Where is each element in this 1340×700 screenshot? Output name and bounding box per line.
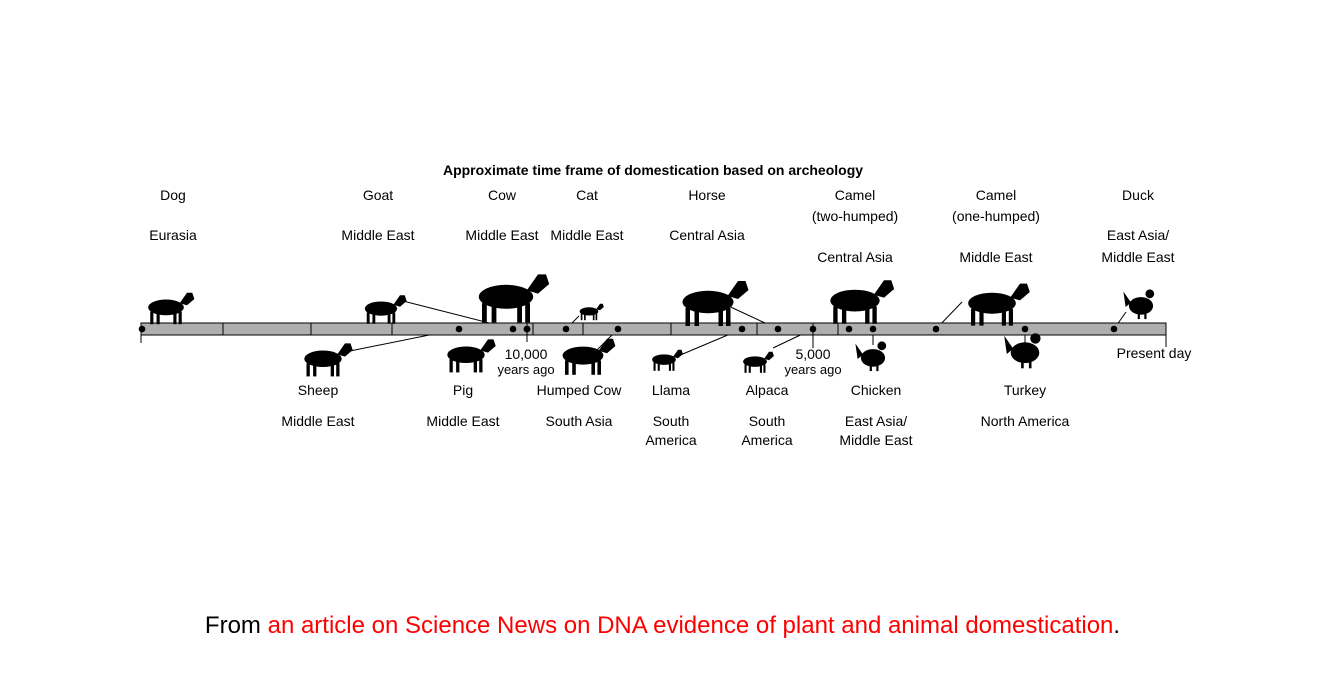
animal-region-label: Middle East (281, 413, 354, 429)
caption-suffix: . (1113, 612, 1121, 639)
animal-region-label: Middle East (839, 432, 912, 448)
llama-icon (652, 349, 683, 371)
sheep-icon (304, 343, 353, 377)
animal-region-label: America (741, 432, 793, 448)
alpaca-icon (743, 351, 774, 373)
timeline-dot (932, 325, 940, 333)
caption-prefix: From (204, 612, 268, 639)
animal-region-label: South (749, 413, 786, 429)
animal-name-label: Camel (835, 187, 875, 203)
animal-name-label: Humped Cow (537, 382, 623, 398)
animal-region-label: Middle East (426, 413, 499, 429)
animal-name-label: (two-humped) (812, 208, 898, 224)
source-article-link[interactable]: an article on Science News on DNA eviden… (267, 612, 1114, 639)
dromedary-camel-icon (968, 283, 1030, 326)
animal-region-label: South Asia (546, 413, 613, 429)
animal-name-label: Llama (652, 382, 690, 398)
animal-name-label: Dog (160, 187, 186, 203)
animal-region-label: Central Asia (669, 227, 745, 243)
axis-label: Present day (1117, 345, 1192, 361)
zebu-icon (562, 338, 616, 375)
chicken-icon (855, 341, 887, 372)
cat-icon (579, 303, 604, 321)
animal-name-label: Cat (576, 187, 598, 203)
timeline-dot (869, 325, 877, 333)
animal-region-label: Central Asia (817, 249, 893, 265)
animal-region-label: Middle East (959, 249, 1032, 265)
animal-name-label: Cow (488, 187, 517, 203)
timeline-dot (523, 325, 531, 333)
source-caption: From an article on Science News on DNA e… (0, 612, 1325, 640)
timeline-dot (1110, 325, 1118, 333)
animal-region-label: North America (981, 413, 1070, 429)
animal-name-label: Duck (1122, 187, 1155, 203)
animal-region-label: East Asia/ (1107, 227, 1169, 243)
animal-name-label: Turkey (1004, 382, 1046, 398)
animal-region-label: Eurasia (149, 227, 197, 243)
duck-icon (1123, 289, 1155, 320)
horse-icon (682, 281, 749, 326)
bactrian-camel-icon (830, 280, 895, 324)
dog-icon (148, 292, 195, 325)
timeline-dot (614, 325, 622, 333)
timeline-dot (455, 325, 463, 333)
timeline-dot (138, 325, 146, 333)
goat-icon (364, 295, 407, 324)
animal-region-label: Middle East (550, 227, 623, 243)
animal-name-label: Chicken (851, 382, 902, 398)
timeline-dot (562, 325, 570, 333)
animal-region-label: South (653, 413, 690, 429)
animal-region-label: East Asia/ (845, 413, 907, 429)
timeline-dot (845, 325, 853, 333)
animal-region-label: Middle East (465, 227, 538, 243)
timeline-dot (738, 325, 746, 333)
axis-label-sub: years ago (497, 362, 554, 377)
animal-name-label: (one-humped) (952, 208, 1040, 224)
cow-icon (478, 274, 550, 323)
timeline-dot (774, 325, 782, 333)
pig-icon (447, 339, 496, 373)
turkey-icon (1004, 333, 1041, 369)
animal-region-label: Middle East (341, 227, 414, 243)
axis-label-sub: years ago (784, 362, 841, 377)
animal-name-label: Sheep (298, 382, 339, 398)
timeline-dot (509, 325, 517, 333)
animal-name-label: Horse (688, 187, 726, 203)
animal-name-label: Goat (363, 187, 393, 203)
axis-label: 5,000 (795, 346, 830, 362)
chart-title: Approximate time frame of domestication … (443, 162, 863, 178)
animal-name-label: Camel (976, 187, 1016, 203)
animal-region-label: Middle East (1101, 249, 1174, 265)
timeline-dot (1021, 325, 1029, 333)
axis-label: 10,000 (505, 346, 548, 362)
animal-name-label: Pig (453, 382, 473, 398)
animal-region-label: America (645, 432, 697, 448)
animal-name-label: Alpaca (746, 382, 789, 398)
timeline-dot (809, 325, 817, 333)
